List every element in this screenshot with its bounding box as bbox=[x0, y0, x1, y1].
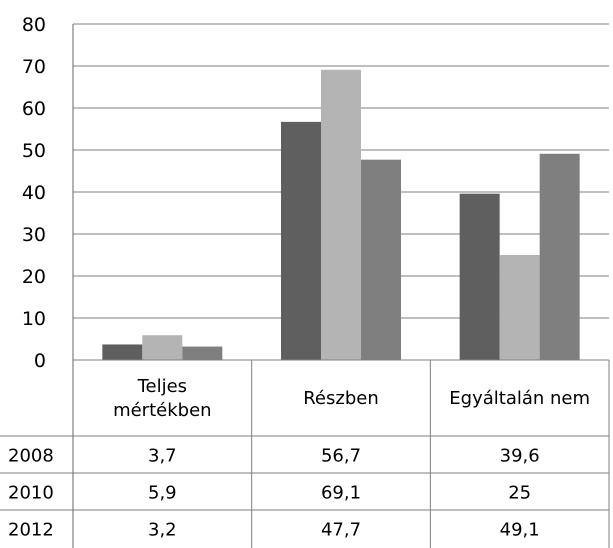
value-label: 49,1 bbox=[500, 520, 540, 541]
value-label: 5,9 bbox=[148, 483, 177, 504]
bar-2012-3 bbox=[539, 153, 580, 360]
value-label: 47,7 bbox=[321, 520, 361, 541]
value-label: 69,1 bbox=[321, 483, 361, 504]
y-tick-label: 70 bbox=[22, 56, 46, 78]
value-label: 25 bbox=[508, 483, 531, 504]
bar-2012-2 bbox=[361, 159, 401, 360]
bar-2012-1 bbox=[182, 346, 223, 360]
bars bbox=[102, 69, 580, 360]
y-tick-label: 30 bbox=[22, 224, 46, 246]
value-label: 56,7 bbox=[321, 446, 361, 467]
y-tick-label: 20 bbox=[22, 266, 46, 288]
series-label-2012: 2012 bbox=[8, 520, 54, 541]
category-label: Egyáltalán nem bbox=[449, 388, 590, 409]
y-tick-label: 10 bbox=[22, 308, 46, 330]
value-label: 39,6 bbox=[500, 446, 540, 467]
series-label-2008: 2008 bbox=[8, 446, 54, 467]
y-tick-label: 40 bbox=[22, 182, 46, 204]
series-label-2010: 2010 bbox=[8, 483, 54, 504]
value-label: 3,7 bbox=[148, 446, 177, 467]
y-tick-label: 50 bbox=[22, 140, 46, 162]
y-tick-label: 60 bbox=[22, 98, 46, 120]
y-tick-label: 0 bbox=[34, 350, 46, 372]
category-label: mértékben bbox=[113, 400, 211, 421]
bar-2008-2 bbox=[281, 121, 321, 360]
category-label: Teljes bbox=[137, 376, 187, 397]
bar-2008-3 bbox=[459, 193, 500, 360]
bar-2010-1 bbox=[142, 335, 183, 360]
value-label: 3,2 bbox=[148, 520, 177, 541]
y-tick-label: 80 bbox=[22, 14, 46, 36]
y-axis-ticks: 0 10 20 30 40 50 60 70 80 bbox=[22, 14, 46, 372]
bar-2010-2 bbox=[321, 69, 361, 360]
bar-2010-3 bbox=[499, 255, 540, 360]
category-label: Részben bbox=[303, 388, 379, 409]
bar-2008-1 bbox=[102, 344, 143, 360]
data-table: Teljes mértékben Részben Egyáltalán nem 2008… bbox=[0, 359, 610, 548]
